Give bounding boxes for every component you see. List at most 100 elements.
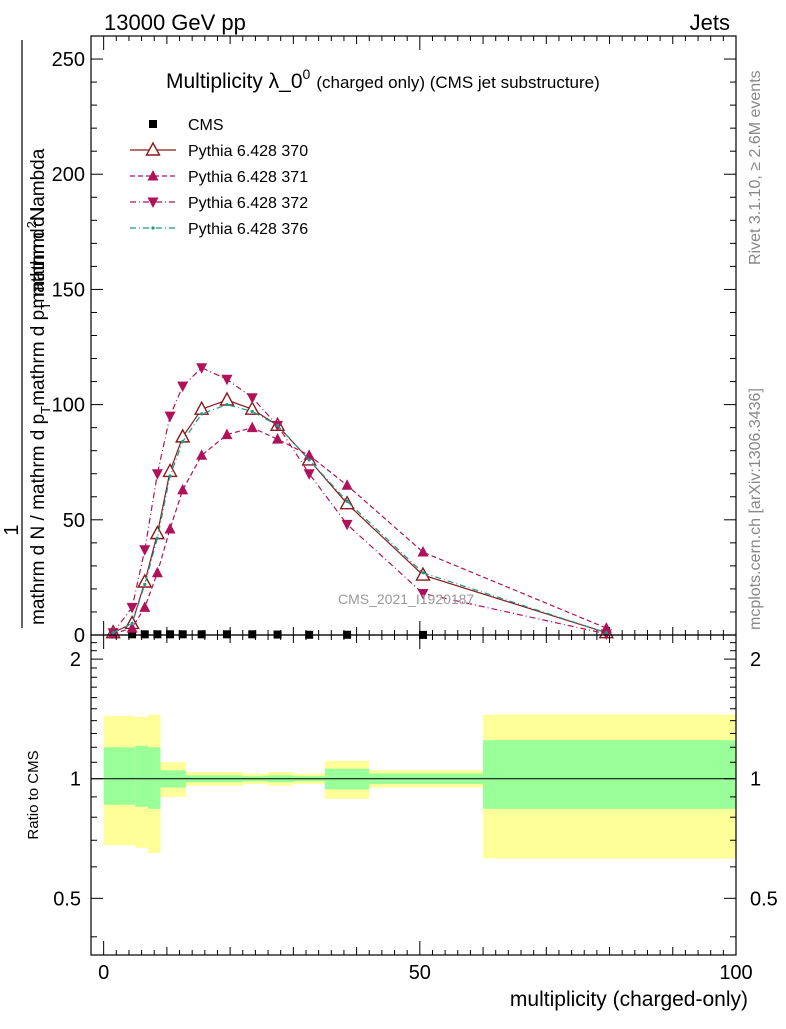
data-point: [246, 393, 258, 404]
legend-marker: [147, 170, 159, 181]
ratio-frame: [90, 634, 737, 956]
ylabel-denominator-tail: mathrm d lambda: [28, 148, 49, 302]
svg-text:mathrm d2N: mathrm d2N: [24, 207, 49, 308]
data-point: [246, 421, 258, 433]
data-point: [244, 400, 260, 415]
xtick-label: 50: [409, 962, 431, 984]
title-text: Multiplicity λ_0: [166, 70, 303, 93]
ratio-panel: 0 50 100 0.5 0.5 1 1 2 2: [53, 634, 778, 984]
legend-marker: [147, 197, 159, 208]
ratio-ytick-label-right: 0.5: [750, 888, 778, 910]
data-point: [341, 519, 353, 531]
data-point: [181, 439, 185, 444]
ratio-ytick-label-right: 1: [750, 769, 761, 791]
data-point: [164, 523, 176, 534]
xtick-label: 100: [719, 962, 752, 984]
main-ytick-label: 0: [74, 625, 85, 647]
main-ylabel: 1 mathrm d N / mathrm d pTmathrm d pT ma…: [1, 40, 53, 628]
data-point: [151, 469, 163, 480]
main-ytick-label: 100: [52, 395, 85, 417]
main-ytick-label: 50: [63, 510, 85, 532]
data-point: [417, 546, 429, 557]
data-point: [153, 630, 162, 639]
data-point: [345, 499, 349, 503]
series-line-4: [112, 403, 607, 634]
ratio-band-green: [103, 747, 123, 805]
data-point: [139, 601, 151, 612]
series-line-2: [112, 427, 607, 635]
category-label: Jets: [690, 10, 730, 35]
mcplots-label: mcplots.cern.ch [arXiv:1306.3436]: [747, 388, 764, 630]
data-point: [272, 433, 284, 444]
series-line-3: [112, 367, 607, 635]
data-point: [604, 631, 608, 635]
ratio-band-green: [122, 747, 136, 805]
main-ytick-label: 200: [52, 164, 85, 186]
legend-label: Pythia 6.428 371: [188, 169, 308, 186]
ratio-ylabel: Ratio to CMS: [25, 750, 42, 839]
ylabel-prefix-den: mathrm d N / mathrm d p: [28, 414, 49, 625]
data-point: [250, 409, 254, 414]
data-point: [155, 536, 159, 540]
data-point: [177, 381, 189, 393]
ratio-ytick-label: 1: [70, 769, 81, 791]
data-point: [137, 573, 153, 588]
energy-label: 13000 GeV pp: [104, 10, 246, 35]
data-point: [225, 403, 229, 407]
title-subtitle: (charged only) (CMS jet substructure): [316, 73, 599, 92]
data-point: [221, 374, 233, 386]
data-point: [126, 602, 138, 614]
data-point: [164, 411, 176, 423]
xlabel: multiplicity (charged-only): [510, 988, 748, 1011]
data-point: [128, 630, 137, 639]
data-point: [139, 545, 151, 556]
data-point: [303, 449, 315, 460]
data-point: [307, 458, 311, 462]
legend-marker: [145, 141, 161, 156]
ylabel-prefix-num: 1: [1, 524, 23, 535]
ylabel-prefix-den-sub: T: [38, 406, 53, 414]
data-point: [222, 630, 231, 639]
data-point: [111, 631, 115, 635]
series-line-1: [112, 399, 607, 634]
data-point: [197, 630, 206, 639]
data-point: [130, 621, 134, 626]
legend-marker: [149, 120, 157, 128]
legend-marker: [151, 226, 155, 230]
title-superscript: 0: [303, 66, 311, 82]
ratio-band-green: [147, 747, 161, 809]
ylabel-numerator-super: 2: [24, 221, 39, 228]
svg-text:mathrm d N / mathrm d pTmathrm: mathrm d N / mathrm d pTmathrm d pT math…: [28, 148, 53, 625]
svg-text:1: 1: [1, 524, 23, 535]
data-point: [417, 589, 429, 600]
ratio-ytick-label-right: 2: [750, 649, 761, 671]
data-point: [200, 412, 204, 416]
watermark: CMS_2021_I1920187: [338, 591, 474, 607]
data-point: [196, 449, 208, 460]
data-point: [248, 630, 257, 639]
data-point: [168, 474, 172, 478]
data-point: [140, 630, 149, 639]
ratio-band-green: [483, 740, 736, 809]
data-point: [126, 622, 138, 633]
rivet-label: Rivet 3.1.10, ≥ 2.6M events: [747, 70, 764, 265]
ratio-band-green: [135, 745, 148, 807]
legend-label: Pythia 6.428 370: [188, 143, 308, 160]
legend-label: CMS: [188, 117, 224, 134]
ylabel-denominator-sub: T: [38, 302, 53, 310]
data-point: [178, 630, 187, 639]
main-ytick-label: 150: [52, 279, 85, 301]
data-point: [421, 571, 425, 575]
data-point: [275, 423, 280, 427]
legend-label: Pythia 6.428 372: [188, 195, 308, 212]
data-point: [151, 566, 163, 578]
ratio-ytick-label: 0.5: [53, 888, 81, 910]
data-point: [303, 469, 315, 480]
legend-label: Pythia 6.428 376: [188, 221, 308, 238]
ylabel-denominator: mathrm d p: [28, 310, 49, 406]
main-ytick-label: 250: [52, 49, 85, 71]
ratio-ytick-label: 2: [70, 649, 81, 671]
main-panel: 0 50 100 150 200 250 CMS Pythia 6.428 370 Pythia…: [52, 35, 737, 647]
main-title: Multiplicity λ_00 (charged only) (CMS jet…: [166, 66, 600, 93]
